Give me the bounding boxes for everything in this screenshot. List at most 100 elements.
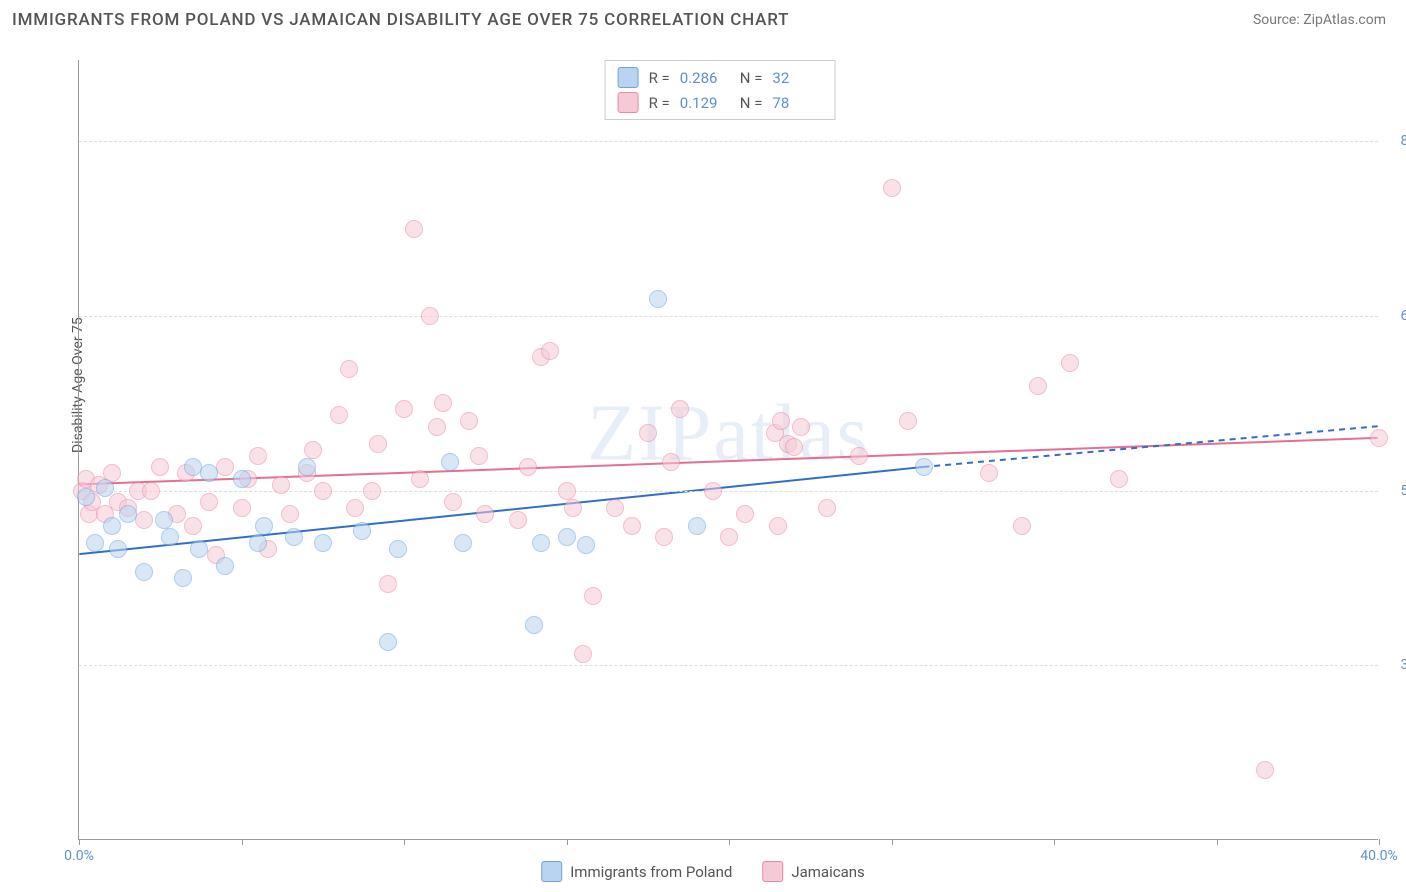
scatter-point — [200, 493, 218, 511]
watermark: ZIPatlas — [587, 388, 870, 479]
x-tick — [404, 839, 405, 845]
scatter-point — [249, 534, 267, 552]
x-tick-label: 0.0% — [64, 848, 94, 864]
scatter-point — [720, 528, 738, 546]
x-tick — [567, 839, 568, 845]
scatter-point — [233, 470, 251, 488]
scatter-point — [564, 499, 582, 517]
scatter-point — [298, 458, 316, 476]
scatter-point — [444, 493, 462, 511]
scatter-point — [421, 307, 439, 325]
trend-lines — [79, 60, 1378, 839]
scatter-point — [109, 540, 127, 558]
scatter-point — [671, 400, 689, 418]
scatter-point — [1029, 377, 1047, 395]
y-tick-label: 50.0% — [1400, 483, 1406, 499]
scatter-point — [77, 488, 95, 506]
scatter-point — [103, 517, 121, 535]
scatter-point — [850, 447, 868, 465]
r-label: R = — [649, 94, 670, 112]
scatter-point — [216, 557, 234, 575]
n-value-poland: 32 — [772, 69, 822, 87]
gridline-h — [79, 665, 1378, 666]
scatter-point — [119, 505, 137, 523]
y-tick-label: 35.0% — [1400, 657, 1406, 673]
scatter-point — [285, 528, 303, 546]
scatter-point — [736, 505, 754, 523]
r-label: R = — [649, 69, 670, 87]
legend-label-poland: Immigrants from Poland — [570, 863, 732, 881]
scatter-point — [769, 517, 787, 535]
swatch-poland-icon — [541, 861, 562, 882]
scatter-point — [662, 453, 680, 471]
scatter-point — [899, 412, 917, 430]
scatter-point — [577, 536, 595, 554]
x-tick-label: 40.0% — [1360, 848, 1398, 864]
scatter-point — [623, 517, 641, 535]
scatter-point — [655, 528, 673, 546]
scatter-point — [249, 447, 267, 465]
y-tick-label: 80.0% — [1400, 133, 1406, 149]
scatter-point — [525, 616, 543, 634]
gridline-h — [79, 141, 1378, 142]
scatter-point — [363, 482, 381, 500]
scatter-point — [1110, 470, 1128, 488]
scatter-point — [184, 517, 202, 535]
scatter-point — [1256, 761, 1274, 779]
stat-legend: R = 0.286 N = 32 R = 0.129 N = 78 — [605, 60, 836, 120]
x-tick — [242, 839, 243, 845]
stat-row-jamaicans: R = 0.129 N = 78 — [618, 90, 823, 115]
n-label: N = — [740, 69, 763, 87]
chart-source: Source: ZipAtlas.com — [1253, 12, 1386, 28]
scatter-point — [340, 360, 358, 378]
chart-container: Disability Age Over 75 ZIPatlas 35.0%50.… — [50, 45, 1390, 845]
scatter-point — [369, 435, 387, 453]
scatter-point — [346, 499, 364, 517]
scatter-point — [142, 482, 160, 500]
x-tick — [1379, 839, 1380, 845]
scatter-point — [304, 441, 322, 459]
scatter-point — [379, 633, 397, 651]
scatter-point — [314, 534, 332, 552]
scatter-point — [980, 464, 998, 482]
scatter-point — [772, 412, 790, 430]
scatter-point — [558, 528, 576, 546]
x-tick — [1054, 839, 1055, 845]
scatter-point — [216, 458, 234, 476]
scatter-point — [470, 447, 488, 465]
scatter-point — [395, 400, 413, 418]
scatter-point — [96, 479, 114, 497]
scatter-point — [281, 505, 299, 523]
x-tick — [892, 839, 893, 845]
swatch-jamaicans — [618, 92, 639, 113]
scatter-point — [135, 511, 153, 529]
scatter-point — [174, 569, 192, 587]
scatter-point — [454, 534, 472, 552]
scatter-point — [434, 394, 452, 412]
scatter-point — [532, 534, 550, 552]
scatter-point — [190, 540, 208, 558]
scatter-point — [915, 458, 933, 476]
scatter-point — [584, 587, 602, 605]
swatch-poland — [618, 67, 639, 88]
x-tick — [1217, 839, 1218, 845]
scatter-point — [509, 511, 527, 529]
n-value-jamaicans: 78 — [772, 94, 822, 112]
r-value-jamaicans: 0.129 — [680, 94, 730, 112]
scatter-point — [519, 458, 537, 476]
scatter-point — [405, 220, 423, 238]
scatter-point — [649, 290, 667, 308]
scatter-point — [272, 476, 290, 494]
scatter-point — [541, 342, 559, 360]
stat-row-poland: R = 0.286 N = 32 — [618, 65, 823, 90]
scatter-point — [476, 505, 494, 523]
scatter-point — [558, 482, 576, 500]
scatter-point — [155, 511, 173, 529]
scatter-point — [441, 453, 459, 471]
bottom-legend: Immigrants from Poland Jamaicans — [541, 861, 865, 882]
scatter-point — [389, 540, 407, 558]
scatter-point — [330, 406, 348, 424]
r-value-poland: 0.286 — [680, 69, 730, 87]
scatter-point — [379, 575, 397, 593]
gridline-h — [79, 316, 1378, 317]
